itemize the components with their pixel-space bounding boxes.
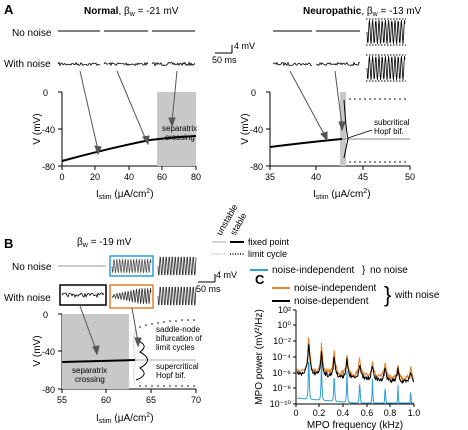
panel-a-right-xtick-0: 35 [265, 172, 275, 182]
panel-b-scale-mv: 4 mV [216, 270, 237, 280]
panel-c-ylabel: MPO power (mV²/Hz) [254, 309, 265, 405]
panel-b-ytick-2: -80 [42, 385, 55, 395]
panel-a-left-noisy-traces [58, 62, 195, 65]
panel-a-left-xtick-2: 40 [124, 172, 134, 182]
panel-c-legend-group-1: no noise [370, 265, 408, 276]
panel-a-left-xtick-1: 20 [90, 172, 100, 182]
panel-a-right-xlabel: Istim (μA/cm2) [313, 188, 371, 201]
panel-a-right-xtick-1: 40 [311, 172, 321, 182]
panel-a-left-xtick-4: 80 [191, 172, 201, 182]
legend-limit-cycle: limit cycle [248, 249, 287, 259]
panel-c-legend-3: noise-dependent [294, 296, 369, 307]
panel-b-separatrix-label-1: separatrix [72, 366, 107, 375]
panel-c-ytick-5: 10⁻⁸ [272, 383, 291, 393]
panel-b-saddle-node-label-1: saddle-node [156, 325, 201, 334]
panel-a-left-ylabel: V (mV) [32, 113, 43, 144]
panel-a-subcritical-label-1: subcritical [374, 118, 410, 127]
panel-a-subcritical-label-2: Hopf bif. [374, 127, 404, 136]
panel-c-blue-spectrum [297, 356, 414, 403]
panel-b-xtick-3: 70 [191, 395, 201, 405]
panel-b-xtick-2: 65 [146, 395, 156, 405]
panel-b-supercritical-label-2: Hopf bif. [156, 371, 186, 380]
panel-a-with-noise-label: With noise [4, 59, 51, 70]
panel-c-xtick-2: 0.4 [337, 408, 350, 418]
panel-b-saddle-node-label-2: bifurcation of [156, 334, 203, 343]
panel-b-separatrix-label-2: crossing [75, 375, 105, 384]
panel-b-ytick-1: -40 [42, 347, 55, 357]
panel-a-right-ytick-1: -40 [250, 125, 263, 135]
panel-b-ytick-0: 0 [43, 310, 48, 320]
panel-a-right-ytick-0: 0 [251, 88, 256, 98]
panel-label-a: A [4, 2, 14, 17]
panel-b-xlabel: Istim (μA/cm2) [96, 412, 154, 425]
panel-a-right-ytick-2: -80 [250, 162, 263, 172]
panel-b-no-noise-label: No noise [12, 262, 52, 273]
panel-c-black-spectrum [297, 345, 414, 383]
panel-a-left-ytick-2: -80 [42, 162, 55, 172]
panel-label-c: C [255, 272, 265, 287]
panel-a-left-xlabel: Istim (μA/cm2) [96, 188, 154, 201]
panel-a-right-xtick-3: 50 [405, 172, 415, 182]
panel-b-with-noise-label: With noise [4, 293, 51, 304]
panel-c-xtick-4: 0.8 [384, 408, 397, 418]
svg-text:}: } [384, 282, 391, 307]
panel-a-left-ytick-1: -40 [42, 125, 55, 135]
panel-a-no-noise-label: No noise [12, 28, 52, 39]
panel-a-right-xtick-2: 45 [358, 172, 368, 182]
panel-a-right-arrows [290, 71, 345, 140]
panel-c-legend-group-2: with noise [394, 290, 440, 301]
panel-c-xtick-5: 1.0 [408, 408, 421, 418]
panel-b-saddle-node-label-3: limit cycles [156, 343, 195, 352]
panel-c-ytick-1: 10⁰ [277, 320, 291, 330]
panel-a-left-xtick-3: 60 [157, 172, 167, 182]
panel-a-left-xtick-0: 0 [59, 172, 64, 182]
panel-c-xtick-0: 0 [293, 408, 298, 418]
panel-a-right-oscillation [366, 19, 406, 81]
svg-text:}: } [362, 265, 366, 276]
panel-b-noise-oscillation [158, 287, 196, 304]
panel-b-ylabel: V (mV) [32, 335, 43, 366]
panel-c-legend-2: noise-independent [294, 283, 377, 294]
panel-c-axes [293, 310, 414, 407]
panel-b-scale-ms: 50 ms [196, 284, 221, 294]
panel-c-xtick-1: 0.2 [313, 408, 326, 418]
panel-b-xtick-1: 60 [101, 395, 111, 405]
panel-a-right-title: Neuropathic, βw = -13 mV [303, 6, 422, 18]
panel-a-left-ytick-0: 0 [43, 88, 48, 98]
panel-a-right-fixed-point-curve [270, 139, 342, 147]
panel-c-ytick-3: 10⁻⁴ [272, 352, 291, 362]
panel-a-left-title: Normal, βw = -21 mV [84, 6, 179, 18]
panel-label-b: B [4, 236, 13, 251]
panel-c-legend: noise-independent no noise } noise-indep… [250, 265, 440, 307]
panel-a-right-ylabel: V (mV) [240, 113, 251, 144]
panel-a-right-noisy-traces [273, 63, 360, 66]
panel-b-scale-bar [198, 274, 215, 282]
panel-c-ytick-4: 10⁻⁶ [273, 368, 292, 378]
panel-c-ytick-2: 10⁻² [273, 336, 291, 346]
panel-b-title: βw = -19 mV [77, 237, 132, 249]
legend-fixed-point: fixed point [248, 237, 290, 247]
panel-a-scale-mv: 4 mV [234, 41, 255, 51]
panel-b-xtick-0: 55 [57, 395, 67, 405]
panel-a-scale-bar [215, 45, 232, 53]
panel-c-legend-1: noise-independent [272, 265, 355, 276]
panel-c-xlabel: MPO frequency (kHz) [307, 420, 403, 430]
panel-a-scale-ms: 50 ms [212, 55, 237, 65]
panel-b-supercritical-label-1: supercritical [156, 362, 199, 371]
panel-a-subcritical-pointer [348, 130, 372, 138]
panel-c-ytick-0: 10² [278, 305, 291, 315]
panel-b-no-noise-oscillation [158, 257, 196, 274]
panel-c-ytick-6: 10⁻¹⁰ [270, 399, 292, 409]
stability-legend: unstable stable fixed point limit cycle [212, 203, 290, 259]
panel-a-separatrix-label-1: separatrix [162, 124, 197, 133]
panel-c-xtick-3: 0.6 [361, 408, 374, 418]
